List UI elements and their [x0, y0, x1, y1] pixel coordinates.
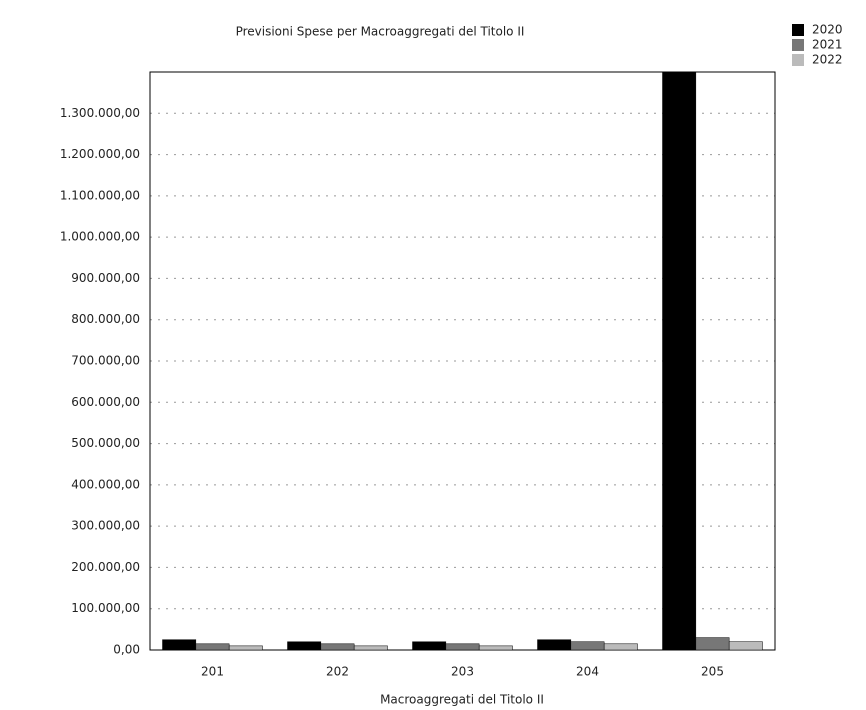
y-tick-label: 1.300.000,00 [60, 106, 140, 120]
y-tick-label: 1.100.000,00 [60, 188, 140, 202]
legend-swatch [792, 39, 804, 51]
legend-label: 2022 [812, 53, 843, 67]
y-tick-label: 600.000,00 [71, 395, 140, 409]
bar [537, 639, 572, 651]
x-tick-label: 202 [326, 665, 349, 679]
y-tick-label: 900.000,00 [71, 271, 140, 285]
bar [445, 643, 480, 651]
x-tick-label: 204 [576, 665, 599, 679]
chart-title: Previsioni Spese per Macroaggregati del … [236, 25, 525, 39]
bar [662, 71, 697, 651]
legend-label: 2020 [812, 23, 843, 37]
bar [228, 645, 263, 651]
bar [162, 639, 197, 651]
bar [320, 643, 355, 651]
y-tick-label: 1.200.000,00 [60, 147, 140, 161]
y-tick-label: 100.000,00 [71, 601, 140, 615]
bar [353, 645, 388, 651]
y-tick-label: 700.000,00 [71, 354, 140, 368]
bar [478, 645, 513, 651]
x-axis-label: Macroaggregati del Titolo II [380, 693, 544, 707]
y-tick-label: 0,00 [113, 643, 140, 657]
y-tick-label: 500.000,00 [71, 436, 140, 450]
legend-swatch [792, 24, 804, 36]
bar [695, 637, 730, 651]
y-tick-label: 800.000,00 [71, 312, 140, 326]
bar [195, 643, 230, 651]
bar [728, 641, 763, 651]
bar [412, 641, 447, 651]
y-tick-label: 300.000,00 [71, 519, 140, 533]
y-tick-label: 200.000,00 [71, 560, 140, 574]
x-tick-label: 205 [701, 665, 724, 679]
bar [287, 641, 322, 651]
y-tick-label: 400.000,00 [71, 477, 140, 491]
x-tick-label: 201 [201, 665, 224, 679]
bar [570, 641, 605, 651]
bar [603, 643, 638, 651]
legend-label: 2021 [812, 38, 843, 52]
x-tick-label: 203 [451, 665, 474, 679]
y-tick-label: 1.000.000,00 [60, 230, 140, 244]
legend-swatch [792, 54, 804, 66]
